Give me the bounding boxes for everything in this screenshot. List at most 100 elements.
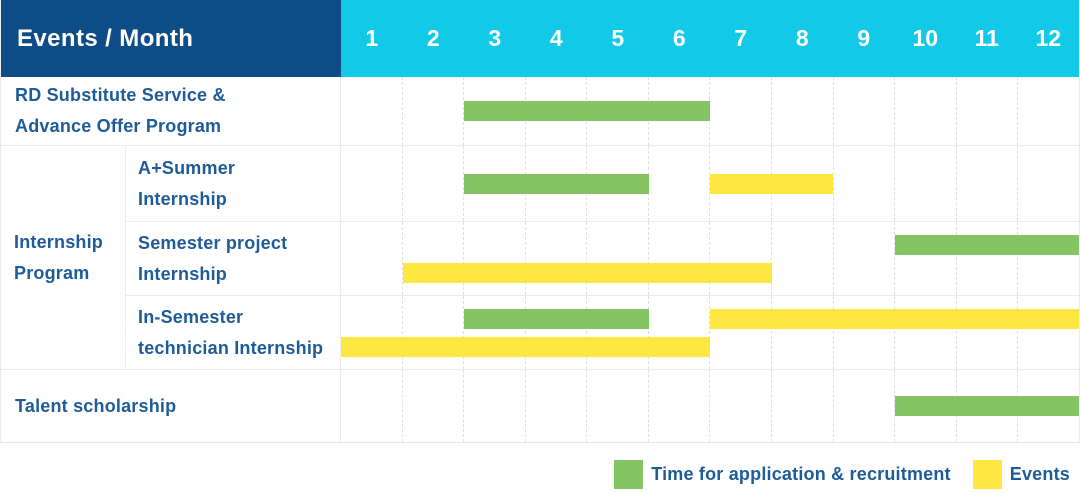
month-grid-cell [464, 370, 526, 442]
month-header-cell: 11 [974, 25, 999, 51]
row-label-a-summer-internship: A+Summer Internship [126, 146, 341, 221]
gantt-bar-application [894, 396, 1079, 416]
month-grid-cell [1018, 146, 1079, 221]
month-header-cell: 6 [672, 25, 686, 51]
month-grid-cell [526, 296, 588, 369]
month-grid-cell [710, 296, 773, 369]
legend-label-events: Events [1009, 463, 1070, 484]
month-grid-cell [895, 296, 957, 369]
month-grid-cell [1018, 222, 1079, 295]
month-grid-cell [710, 77, 773, 145]
row-label-rd-substitute-service: RD Substitute Service & Advance Offer Pr… [1, 77, 341, 145]
month-grid-cell [403, 370, 465, 442]
group-label-internship-program: Internship Program [1, 146, 126, 369]
group-label-line: Internship [14, 231, 104, 252]
month-grid-cell [341, 222, 403, 295]
gantt-bar-application [894, 235, 1079, 255]
month-header-cell: 7 [734, 25, 748, 51]
gantt-bar-application [464, 101, 710, 121]
month-grid-cell [341, 77, 403, 145]
month-header-cell: 9 [857, 25, 871, 51]
gantt-bar-event [710, 309, 1079, 329]
month-grid-cell [649, 370, 711, 442]
month-grid-cell [1018, 77, 1079, 145]
gantt-bar-application [464, 173, 649, 194]
month-grid-cell [464, 296, 526, 369]
gantt-bar-event [341, 337, 710, 357]
month-grid-cell [834, 296, 896, 369]
month-grid-cell [957, 222, 1019, 295]
month-header-cell: 5 [611, 25, 625, 51]
gantt-lane-a-summer-internship [341, 146, 1079, 221]
legend-swatch-events [972, 459, 1002, 489]
gantt-lane-in-semester-technician-internship [341, 296, 1079, 369]
month-header-row: 1 2 3 4 5 6 7 8 9 10 11 12 [341, 0, 1079, 77]
gantt-bar-event [402, 263, 772, 283]
month-grid-cell [587, 370, 649, 442]
month-grid-cell [834, 146, 896, 221]
month-header-cell: 8 [795, 25, 809, 51]
row-label-line: In-Semester [138, 306, 244, 327]
gantt-bar-event [710, 173, 833, 194]
legend-swatch-application [614, 459, 644, 489]
row-label-line: A+Summer [138, 157, 236, 178]
month-grid-cell [526, 222, 588, 295]
month-grid-cell [464, 222, 526, 295]
month-grid-cell [895, 77, 957, 145]
month-grid-cell [526, 370, 588, 442]
month-grid-cell [587, 296, 649, 369]
table-header-row: Events / Month 1 2 3 4 5 6 7 8 9 10 11 12 [1, 0, 1079, 77]
month-grid-cell [403, 77, 465, 145]
internship-program-group: Internship Program A+Summer Internship [1, 145, 1079, 369]
month-grid-cell [772, 77, 834, 145]
month-header-cell: 3 [488, 25, 502, 51]
month-grid-cell [403, 296, 465, 369]
month-grid-cell [895, 146, 957, 221]
gantt-bar-application [464, 309, 649, 329]
month-grid-cell [772, 296, 834, 369]
month-grid-cell [772, 146, 834, 221]
month-grid-cell [649, 222, 711, 295]
month-grid-cell [957, 146, 1019, 221]
group-label-line: Program [14, 262, 90, 283]
month-grid-cell [895, 222, 957, 295]
month-grid-cell [772, 222, 834, 295]
month-grid-cell [1018, 296, 1079, 369]
table-row-in-semester-technician-internship: In-Semester technician Internship [126, 295, 1079, 369]
month-header-cell: 10 [912, 25, 939, 51]
gantt-lane-talent-scholarship [341, 370, 1079, 442]
row-label-line: Semester project [138, 232, 288, 253]
row-label-line: Internship [138, 188, 228, 209]
row-label-talent-scholarship: Talent scholarship [1, 370, 341, 442]
month-header-cell: 12 [1035, 25, 1062, 51]
internship-program-rows: A+Summer Internship Semester project Int… [126, 146, 1079, 369]
month-grid-cell [710, 222, 773, 295]
month-grid-cell [834, 77, 896, 145]
month-grid-cell [341, 296, 403, 369]
month-header-cell: 4 [549, 25, 563, 51]
table-row-rd-substitute: RD Substitute Service & Advance Offer Pr… [1, 77, 1079, 145]
month-grid-cell [834, 370, 896, 442]
month-grid-cell [341, 370, 403, 442]
month-grid-cell [649, 146, 711, 221]
events-schedule-table: Events / Month 1 2 3 4 5 6 7 8 9 10 11 12 RD Substi… [0, 0, 1080, 443]
month-grid-cell [649, 296, 711, 369]
row-label-line: technician Internship [138, 337, 324, 358]
month-grid-cell [341, 146, 403, 221]
legend-label-application: Time for application & recruitment [651, 463, 951, 484]
month-grid-cell [834, 222, 896, 295]
legend: Time for application & recruitment Event… [614, 459, 1070, 489]
gantt-lane-semester-project-internship [341, 222, 1079, 295]
month-grid-cell [957, 296, 1019, 369]
row-label-line: Talent scholarship [15, 395, 177, 416]
table-row-a-summer-internship: A+Summer Internship [126, 146, 1079, 221]
month-grid-cell [403, 222, 465, 295]
table-row-semester-project-internship: Semester project Internship [126, 221, 1079, 295]
month-grid-cell [403, 146, 465, 221]
month-grid-cell [772, 370, 834, 442]
month-grid-cell [957, 77, 1019, 145]
month-header-cell: 2 [426, 25, 440, 51]
gantt-lane-rd-substitute [341, 77, 1079, 145]
row-label-semester-project-internship: Semester project Internship [126, 222, 341, 295]
